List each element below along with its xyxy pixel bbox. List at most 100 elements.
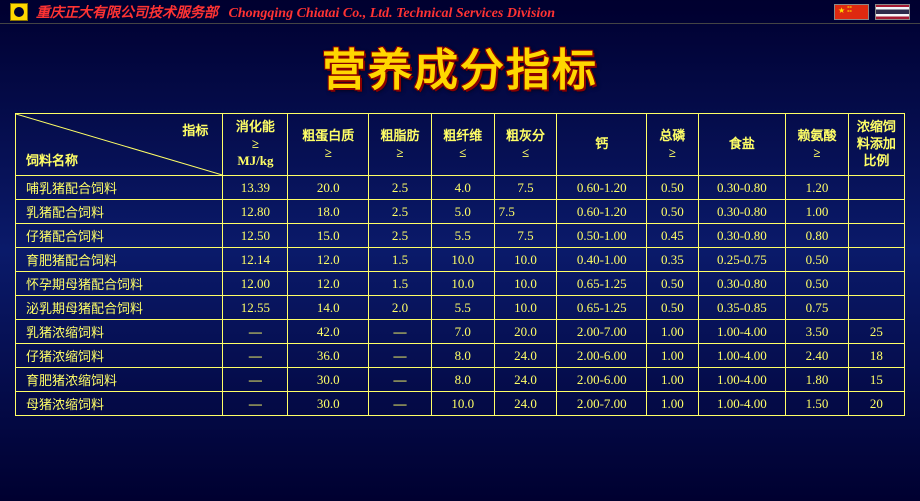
cell: 0.65-1.25: [557, 296, 647, 320]
cell: 30.0: [288, 368, 369, 392]
cell: 1.00-4.00: [698, 320, 785, 344]
cell: 1.00-4.00: [698, 368, 785, 392]
company-name: 重庆正大有限公司技术服务部 Chongqing Chiatai Co., Ltd…: [36, 2, 834, 22]
cell: 10.0: [431, 272, 494, 296]
table-row: 仔猪配合饲料12.5015.02.55.57.50.50-1.000.450.3…: [16, 224, 905, 248]
cell: 10.0: [494, 296, 557, 320]
table-head: 指标 饲料名称 消化能≥MJ/kg粗蛋白质≥粗脂肪≥粗纤维≤粗灰分≤钙总磷≥食盐…: [16, 114, 905, 176]
cell: —: [369, 344, 432, 368]
cell: 1.00-4.00: [698, 392, 785, 416]
cell: 2.5: [369, 200, 432, 224]
cell: 1.5: [369, 272, 432, 296]
cell: 1.50: [786, 392, 849, 416]
cell: 15.0: [288, 224, 369, 248]
col-header-1: 粗蛋白质≥: [288, 114, 369, 176]
cell: 8.0: [431, 344, 494, 368]
cell: 1.5: [369, 248, 432, 272]
cell: 12.0: [288, 248, 369, 272]
page-header: 重庆正大有限公司技术服务部 Chongqing Chiatai Co., Ltd…: [0, 0, 920, 24]
cell: 1.80: [786, 368, 849, 392]
cell: 10.0: [494, 272, 557, 296]
cell: 2.0: [369, 296, 432, 320]
row-name: 仔猪浓缩饲料: [16, 344, 223, 368]
cell: 12.00: [223, 272, 288, 296]
cell: 0.30-0.80: [698, 176, 785, 200]
cell: 20.0: [288, 176, 369, 200]
row-name: 乳猪配合饲料: [16, 200, 223, 224]
cell: 2.00-7.00: [557, 320, 647, 344]
cell: 0.80: [786, 224, 849, 248]
table-row: 泌乳期母猪配合饲料12.5514.02.05.510.00.65-1.250.5…: [16, 296, 905, 320]
page-title: 营养成分指标: [0, 34, 920, 98]
cell: 36.0: [288, 344, 369, 368]
cell: 2.00-7.00: [557, 392, 647, 416]
cell: 0.50: [786, 248, 849, 272]
cell: —: [369, 392, 432, 416]
cell: 10.0: [431, 248, 494, 272]
cell: 1.00: [647, 344, 699, 368]
cell: 10.0: [431, 392, 494, 416]
cell: [848, 272, 904, 296]
cell: —: [223, 320, 288, 344]
cell: [848, 296, 904, 320]
cell: 0.50: [786, 272, 849, 296]
row-name: 育肥猪配合饲料: [16, 248, 223, 272]
cell: 7.5: [494, 200, 557, 224]
table-body: 哺乳猪配合饲料13.3920.02.54.07.50.60-1.200.500.…: [16, 176, 905, 416]
cell: 8.0: [431, 368, 494, 392]
cell: 2.40: [786, 344, 849, 368]
cell: 0.50: [647, 200, 699, 224]
cell: 0.30-0.80: [698, 200, 785, 224]
company-en: Chongqing Chiatai Co., Ltd. Technical Se…: [229, 6, 556, 21]
cell: 1.00-4.00: [698, 344, 785, 368]
cell: 7.0: [431, 320, 494, 344]
cell: 24.0: [494, 344, 557, 368]
cell: 2.5: [369, 176, 432, 200]
table-row: 育肥猪浓缩饲料—30.0—8.024.02.00-6.001.001.00-4.…: [16, 368, 905, 392]
col-header-7: 食盐: [698, 114, 785, 176]
cell: —: [369, 368, 432, 392]
col-header-6: 总磷≥: [647, 114, 699, 176]
cell: 1.00: [647, 368, 699, 392]
flag-china-icon: [834, 4, 869, 20]
cell: —: [223, 392, 288, 416]
table-row: 乳猪配合饲料12.8018.02.55.07.50.60-1.200.500.3…: [16, 200, 905, 224]
logo-icon: [10, 3, 28, 21]
cell: [848, 248, 904, 272]
flags: [834, 4, 910, 20]
cell: 3.50: [786, 320, 849, 344]
cell: 14.0: [288, 296, 369, 320]
corner-bottom-label: 饲料名称: [26, 150, 78, 169]
col-header-9: 浓缩饲料添加比例: [848, 114, 904, 176]
cell: 12.55: [223, 296, 288, 320]
cell: 0.50: [647, 296, 699, 320]
cell: [848, 176, 904, 200]
cell: 10.0: [494, 248, 557, 272]
cell: 0.25-0.75: [698, 248, 785, 272]
col-header-8: 赖氨酸≥: [786, 114, 849, 176]
cell: 0.50: [647, 272, 699, 296]
cell: 0.35: [647, 248, 699, 272]
cell: 25: [848, 320, 904, 344]
cell: 0.60-1.20: [557, 200, 647, 224]
cell: 5.0: [431, 200, 494, 224]
cell: 5.5: [431, 296, 494, 320]
cell: 12.80: [223, 200, 288, 224]
cell: 30.0: [288, 392, 369, 416]
cell: 0.50: [647, 176, 699, 200]
row-name: 怀孕期母猪配合饲料: [16, 272, 223, 296]
cell: 24.0: [494, 392, 557, 416]
table-row: 母猪浓缩饲料—30.0—10.024.02.00-7.001.001.00-4.…: [16, 392, 905, 416]
row-name: 育肥猪浓缩饲料: [16, 368, 223, 392]
cell: —: [223, 368, 288, 392]
company-cn: 重庆正大有限公司技术服务部: [36, 6, 218, 21]
cell: —: [223, 344, 288, 368]
row-name: 仔猪配合饲料: [16, 224, 223, 248]
cell: 42.0: [288, 320, 369, 344]
cell: [848, 200, 904, 224]
cell: 0.40-1.00: [557, 248, 647, 272]
row-name: 哺乳猪配合饲料: [16, 176, 223, 200]
cell: 1.20: [786, 176, 849, 200]
cell: —: [369, 320, 432, 344]
header-row: 指标 饲料名称 消化能≥MJ/kg粗蛋白质≥粗脂肪≥粗纤维≤粗灰分≤钙总磷≥食盐…: [16, 114, 905, 176]
